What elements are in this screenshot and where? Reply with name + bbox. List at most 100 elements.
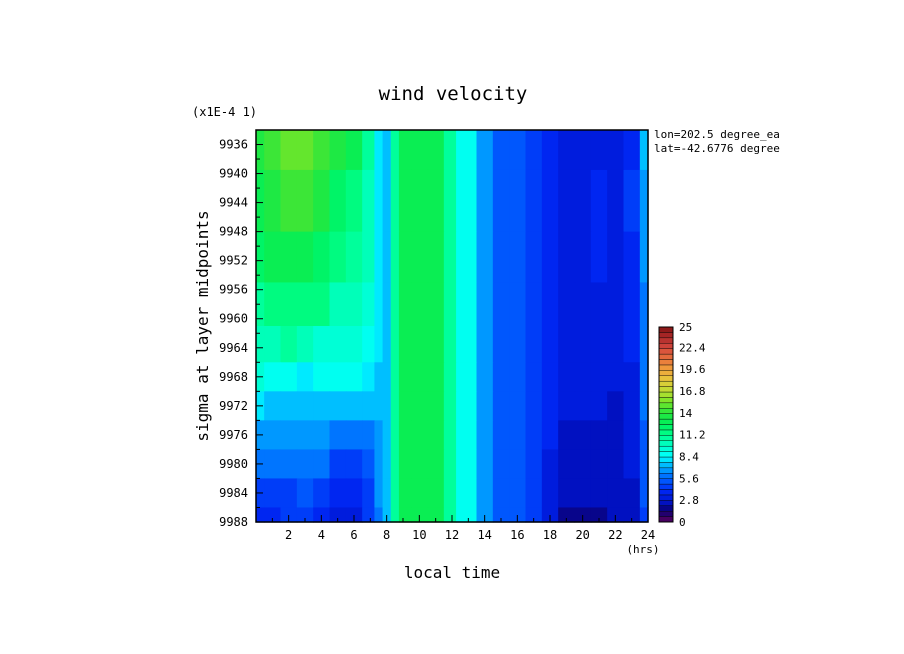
heatmap-cell	[382, 282, 392, 327]
heatmap-cell	[456, 169, 465, 233]
heatmap-cell	[382, 478, 392, 509]
heatmap-cell	[264, 507, 282, 523]
heatmap-cell	[558, 391, 576, 421]
colorbar-band	[658, 402, 674, 409]
heatmap-cell	[464, 420, 478, 451]
heatmap-cell	[509, 391, 527, 421]
heatmap-cell	[590, 282, 608, 327]
heatmap-cell	[476, 169, 494, 233]
heatmap-cell	[313, 231, 331, 284]
heatmap-cell	[443, 391, 457, 421]
heatmap-cell	[525, 420, 543, 451]
heatmap-cell	[443, 326, 457, 363]
heatmap-cell	[345, 130, 363, 171]
heatmap-cell	[558, 362, 576, 392]
colorbar	[658, 326, 674, 523]
heatmap-cell	[623, 449, 641, 480]
heatmap-cell	[590, 478, 608, 509]
heatmap-cell	[296, 449, 314, 480]
heatmap-cell	[590, 449, 608, 480]
annotation-lon: lon=202.5 degree_ea	[654, 128, 780, 141]
heatmap-cell	[607, 478, 625, 509]
heatmap-cell	[374, 231, 384, 284]
y-tick-label: 9964	[219, 341, 248, 355]
heatmap-cell	[464, 449, 478, 480]
heatmap-cell	[256, 130, 265, 171]
heatmap-cell	[345, 326, 363, 363]
heatmap-cell	[492, 507, 510, 523]
heatmap-cell	[264, 449, 282, 480]
x-axis-label: local time	[404, 563, 500, 582]
heatmap-cell	[476, 231, 494, 284]
heatmap-cell	[390, 507, 400, 523]
colorbar-label: 25	[679, 321, 692, 334]
heatmap-cell	[362, 231, 376, 284]
heatmap-cell	[280, 326, 298, 363]
heatmap-cell	[541, 362, 559, 392]
y-tick-label: 9980	[219, 457, 248, 471]
heatmap-cell	[607, 231, 625, 284]
heatmap-cell	[492, 326, 510, 363]
heatmap-cell	[313, 282, 331, 327]
heatmap-cell	[623, 326, 641, 363]
x-tick-label: 4	[318, 528, 325, 542]
heatmap-cell	[623, 169, 641, 233]
heatmap-cell	[398, 507, 412, 523]
heatmap-cell	[623, 130, 641, 171]
heatmap-cell	[382, 362, 392, 392]
x-tick-label: 20	[575, 528, 589, 542]
heatmap-cell	[476, 449, 494, 480]
colorbar-band	[658, 332, 674, 339]
colorbar-band	[658, 489, 674, 496]
heatmap-cell	[256, 326, 265, 363]
heatmap-cell	[541, 231, 559, 284]
heatmap-cell	[456, 130, 465, 171]
heatmap-cell	[464, 282, 478, 327]
heatmap-cell	[476, 420, 494, 451]
heatmap-cell	[264, 420, 282, 451]
heatmap-cell	[345, 420, 363, 451]
heatmap-cell	[329, 231, 347, 284]
heatmap-cell	[398, 231, 412, 284]
heatmap-cell	[427, 420, 445, 451]
heatmap-cell	[525, 130, 543, 171]
heatmap-cell	[345, 169, 363, 233]
heatmap-cell	[264, 478, 282, 509]
x-tick-label: 16	[510, 528, 524, 542]
colorbar-band	[658, 397, 674, 404]
heatmap-cell	[313, 449, 331, 480]
heatmap-cell	[574, 420, 592, 451]
heatmap-cell	[492, 362, 510, 392]
heatmap-cell	[639, 231, 649, 284]
heatmap-cell	[427, 169, 445, 233]
colorbar-label: 22.4	[679, 341, 706, 354]
heatmap-cell	[509, 130, 527, 171]
heatmap-cell	[362, 478, 376, 509]
colorbar-label: 8.4	[679, 450, 699, 463]
heatmap-cell	[607, 169, 625, 233]
heatmap-cell	[296, 326, 314, 363]
heatmap-cell	[362, 420, 376, 451]
heatmap-cell	[264, 282, 282, 327]
heatmap-cell	[590, 420, 608, 451]
heatmap-cell	[345, 231, 363, 284]
heatmap-cell	[525, 391, 543, 421]
heatmap-cell	[296, 507, 314, 523]
heatmap-cell	[398, 326, 412, 363]
x-tick-label: 14	[477, 528, 491, 542]
heatmap-cell	[427, 326, 445, 363]
heatmap-cell	[607, 130, 625, 171]
colorbar-band	[658, 413, 674, 420]
colorbar-band	[658, 418, 674, 425]
heatmap-cell	[345, 282, 363, 327]
annotation-lat: lat=-42.6776 degree	[654, 142, 780, 155]
colorbar-band	[658, 516, 674, 523]
colorbar-band	[658, 500, 674, 506]
y-tick-label: 9956	[219, 283, 248, 297]
heatmap-cell	[390, 231, 400, 284]
heatmap-cell	[476, 282, 494, 327]
heatmap-cell	[492, 478, 510, 509]
heatmap-cell	[574, 391, 592, 421]
heatmap-cell	[639, 449, 649, 480]
y-tick-label: 9936	[219, 138, 248, 152]
